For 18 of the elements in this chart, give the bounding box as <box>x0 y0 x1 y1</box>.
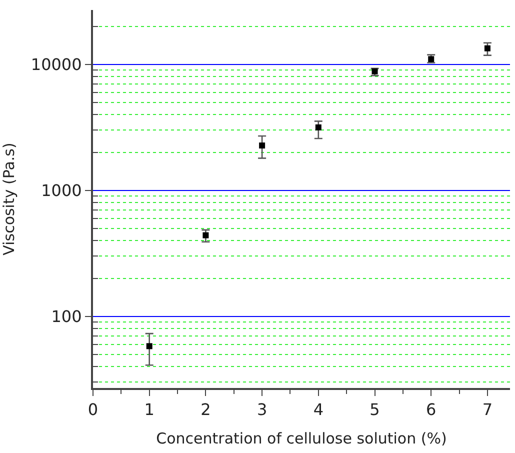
x-tick-label: 4 <box>313 400 324 420</box>
x-tick-label: 2 <box>200 400 211 420</box>
point <box>259 142 266 148</box>
point <box>484 45 490 52</box>
y-tick-label: 1000 <box>41 180 82 200</box>
y-axis-title: Viscosity (Pa.s) <box>0 142 18 256</box>
y-tick-label: 10000 <box>30 54 82 74</box>
point <box>315 124 322 130</box>
x-tick-label: 5 <box>370 400 380 420</box>
point <box>202 232 209 238</box>
x-tick-label: 1 <box>144 400 154 420</box>
point <box>146 343 152 350</box>
x-tick-label: 7 <box>482 400 493 420</box>
x-tick-label: 3 <box>256 400 268 420</box>
x-axis-title: Concentration of cellulose solution (%) <box>156 430 447 448</box>
x-tick-label: 6 <box>426 400 436 420</box>
y-tick-label: 100 <box>51 306 82 326</box>
x-tick-label: 0 <box>88 400 98 420</box>
